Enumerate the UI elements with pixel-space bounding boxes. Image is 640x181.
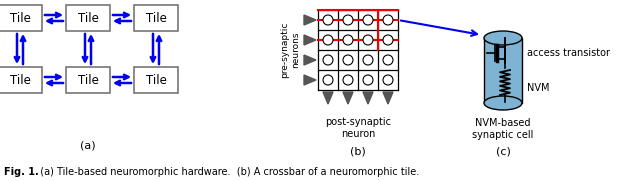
Text: Tile: Tile xyxy=(10,12,31,24)
Circle shape xyxy=(383,35,393,45)
Text: neuron: neuron xyxy=(341,129,375,139)
Ellipse shape xyxy=(484,31,522,45)
Text: Tile: Tile xyxy=(10,73,31,87)
Circle shape xyxy=(383,55,393,65)
Text: (b): (b) xyxy=(350,147,366,157)
Text: NVM: NVM xyxy=(527,83,550,93)
FancyBboxPatch shape xyxy=(0,5,42,31)
FancyBboxPatch shape xyxy=(134,67,178,93)
Circle shape xyxy=(363,35,373,45)
Polygon shape xyxy=(304,35,316,45)
Text: Tile: Tile xyxy=(77,73,99,87)
Circle shape xyxy=(363,75,373,85)
Polygon shape xyxy=(343,92,353,104)
Circle shape xyxy=(343,75,353,85)
Text: Tile: Tile xyxy=(77,12,99,24)
Text: access transistor: access transistor xyxy=(527,48,610,58)
Polygon shape xyxy=(363,92,373,104)
Polygon shape xyxy=(304,75,316,85)
Text: post-synaptic: post-synaptic xyxy=(325,117,391,127)
Circle shape xyxy=(323,55,333,65)
Circle shape xyxy=(363,15,373,25)
Ellipse shape xyxy=(484,96,522,110)
Text: (a) Tile-based neuromorphic hardware.  (b) A crossbar of a neuromorphic tile.: (a) Tile-based neuromorphic hardware. (b… xyxy=(34,167,419,177)
Text: Tile: Tile xyxy=(145,12,166,24)
Polygon shape xyxy=(304,15,316,25)
Text: pre-synaptic
neurons: pre-synaptic neurons xyxy=(280,22,300,78)
Circle shape xyxy=(383,75,393,85)
Text: (c): (c) xyxy=(495,147,511,157)
Circle shape xyxy=(323,15,333,25)
Circle shape xyxy=(323,35,333,45)
Circle shape xyxy=(343,15,353,25)
Circle shape xyxy=(343,55,353,65)
Circle shape xyxy=(343,35,353,45)
FancyBboxPatch shape xyxy=(66,5,110,31)
Text: Tile: Tile xyxy=(145,73,166,87)
Text: (a): (a) xyxy=(80,140,96,150)
Text: Fig. 1.: Fig. 1. xyxy=(4,167,39,177)
Circle shape xyxy=(383,15,393,25)
Polygon shape xyxy=(304,55,316,65)
Text: NVM-based: NVM-based xyxy=(476,118,531,128)
Bar xyxy=(484,38,522,103)
Text: synaptic cell: synaptic cell xyxy=(472,130,534,140)
Polygon shape xyxy=(383,92,393,104)
Polygon shape xyxy=(323,92,333,104)
Circle shape xyxy=(323,75,333,85)
FancyBboxPatch shape xyxy=(66,67,110,93)
FancyBboxPatch shape xyxy=(134,5,178,31)
FancyBboxPatch shape xyxy=(0,67,42,93)
Circle shape xyxy=(363,55,373,65)
